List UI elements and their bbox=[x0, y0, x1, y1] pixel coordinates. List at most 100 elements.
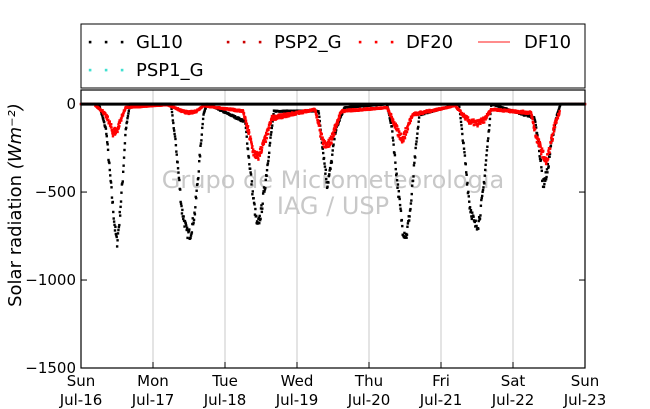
legend: GL10 PSP2_G DF20 DF10 PSP1_G bbox=[80, 23, 586, 89]
data-point bbox=[301, 111, 305, 115]
data-point bbox=[403, 136, 407, 140]
data-point bbox=[404, 235, 407, 238]
data-point bbox=[329, 167, 332, 171]
data-point bbox=[259, 146, 262, 149]
data-point bbox=[173, 135, 177, 138]
data-point bbox=[485, 116, 488, 120]
data-point bbox=[397, 128, 400, 131]
data-point bbox=[261, 192, 265, 195]
data-point bbox=[260, 150, 263, 154]
data-point bbox=[540, 147, 544, 150]
data-point bbox=[267, 159, 270, 163]
data-point bbox=[416, 127, 420, 130]
data-point bbox=[106, 141, 109, 144]
data-point bbox=[396, 183, 400, 186]
legend-item-psp1_g: PSP1_G bbox=[88, 60, 204, 81]
data-point bbox=[268, 141, 272, 145]
data-point bbox=[398, 195, 401, 199]
data-point bbox=[550, 134, 554, 137]
data-point bbox=[482, 186, 485, 189]
data-point bbox=[244, 126, 248, 130]
data-point bbox=[183, 225, 186, 228]
legend-swatch-dot bbox=[104, 68, 108, 72]
data-point bbox=[268, 123, 272, 126]
data-point bbox=[260, 204, 263, 207]
data-point bbox=[118, 210, 121, 214]
data-point bbox=[391, 130, 394, 133]
data-point bbox=[197, 176, 200, 180]
data-point bbox=[247, 156, 251, 159]
data-point bbox=[176, 161, 179, 164]
data-point bbox=[321, 147, 324, 150]
data-point bbox=[543, 182, 546, 186]
data-point bbox=[108, 161, 111, 165]
grid-lines bbox=[152, 90, 514, 368]
data-point bbox=[487, 137, 490, 140]
data-point bbox=[125, 120, 129, 123]
data-point bbox=[119, 200, 123, 203]
data-point bbox=[407, 219, 411, 222]
data-point bbox=[532, 121, 535, 125]
data-point bbox=[317, 110, 320, 113]
data-point bbox=[387, 108, 390, 112]
data-point bbox=[114, 232, 118, 236]
data-point bbox=[105, 113, 108, 117]
data-point bbox=[245, 142, 249, 145]
data-point bbox=[120, 116, 123, 119]
data-point bbox=[460, 124, 463, 127]
data-point bbox=[120, 191, 123, 194]
y-tick-label: 0 bbox=[66, 95, 76, 113]
x-tick-label-weekday: Wed bbox=[281, 372, 314, 390]
data-point bbox=[113, 229, 117, 232]
data-point bbox=[202, 113, 205, 116]
data-point bbox=[170, 110, 174, 114]
data-point bbox=[249, 135, 252, 138]
data-point bbox=[270, 130, 273, 134]
data-point bbox=[118, 214, 122, 217]
data-point bbox=[476, 125, 479, 128]
data-point bbox=[388, 119, 392, 122]
data-point bbox=[488, 117, 492, 121]
data-point bbox=[540, 169, 543, 172]
data-point bbox=[172, 129, 176, 132]
data-point bbox=[189, 234, 193, 237]
x-tick-label-date: Jul-20 bbox=[347, 391, 391, 409]
data-point bbox=[545, 175, 548, 179]
data-point bbox=[487, 129, 491, 132]
data-point bbox=[330, 142, 333, 145]
data-point bbox=[319, 131, 322, 134]
data-point bbox=[546, 157, 550, 161]
data-point bbox=[325, 181, 328, 184]
data-point bbox=[323, 140, 327, 143]
data-point bbox=[557, 107, 561, 110]
data-point bbox=[250, 141, 253, 145]
data-point bbox=[549, 145, 552, 149]
data-point bbox=[201, 117, 205, 121]
axis-ticks: SunJul-16MonJul-17TueJul-18WedJul-19ThuJ… bbox=[25, 95, 606, 409]
data-point bbox=[101, 117, 105, 120]
data-point bbox=[470, 215, 473, 218]
data-point bbox=[406, 125, 409, 128]
data-point bbox=[117, 225, 121, 229]
data-point bbox=[417, 120, 420, 123]
data-point bbox=[190, 232, 193, 235]
legend-item-psp2_g: PSP2_G bbox=[226, 32, 342, 53]
data-point bbox=[547, 166, 550, 169]
data-point bbox=[484, 118, 487, 121]
data-point bbox=[540, 153, 543, 156]
legend-swatch-dot bbox=[88, 40, 92, 44]
data-point bbox=[247, 132, 250, 136]
data-point bbox=[247, 154, 250, 158]
x-tick-label-weekday: Fri bbox=[432, 372, 450, 390]
data-point bbox=[394, 161, 397, 164]
data-point bbox=[338, 114, 341, 118]
x-tick-label-date: Jul-23 bbox=[563, 391, 607, 409]
data-point bbox=[459, 109, 462, 113]
data-point bbox=[533, 127, 537, 131]
data-point bbox=[465, 173, 468, 176]
data-point bbox=[478, 217, 482, 220]
watermark-line-2: IAG / USP bbox=[277, 192, 389, 220]
data-point bbox=[179, 202, 183, 206]
data-point bbox=[105, 132, 108, 136]
data-point bbox=[413, 161, 416, 165]
